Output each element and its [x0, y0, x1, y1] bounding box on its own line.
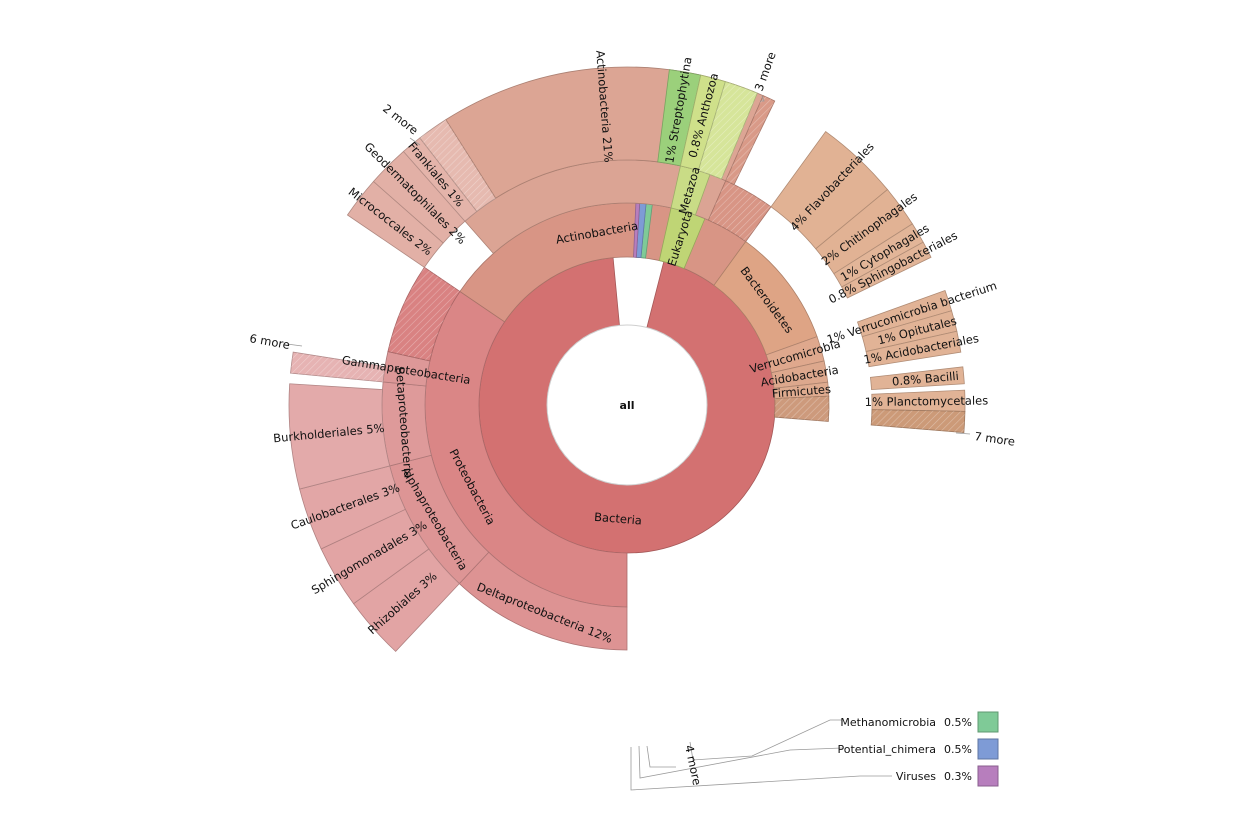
key-swatch-methanomicrobia: [977, 711, 999, 733]
hatch-3-more: [725, 95, 775, 185]
collapsed-label-2-more[interactable]: 2 more: [380, 101, 421, 137]
leader-viruses: [630, 747, 892, 791]
leader-methanomicrobia: [689, 719, 842, 761]
hatch-metazoa-other: [698, 81, 758, 179]
leader-4-more: [646, 745, 676, 768]
key-swatch-potential-chimera: [977, 738, 999, 760]
collapsed-segment-hatching: [290, 81, 965, 433]
leader-potential-chimera: [638, 745, 843, 779]
key-entry-methanomicrobia[interactable]: Methanomicrobia 0.5%: [840, 711, 999, 733]
key-entry-potential-chimera[interactable]: Potential_chimera 0.5%: [837, 738, 999, 760]
collapsed-label-6-more[interactable]: 6 more: [248, 331, 291, 352]
segment-acidobacteriales[interactable]: [865, 330, 962, 368]
label-bacilli: 0.8% Bacilli: [891, 369, 959, 389]
collapsed-label-4-more[interactable]: 4 more: [682, 744, 704, 787]
key-entry-viruses[interactable]: Viruses 0.3%: [896, 765, 999, 787]
segment-burkholderiales[interactable]: [288, 383, 391, 490]
hatch-proteobacteria-other: [387, 267, 460, 361]
label-bacteria: Bacteria: [594, 510, 643, 528]
segment-sphingobacteriales[interactable]: [841, 241, 932, 299]
center-label: all: [620, 399, 635, 412]
key-name-potential-chimera: Potential_chimera: [837, 743, 936, 756]
key-name-methanomicrobia: Methanomicrobia: [840, 716, 936, 729]
hatch-actinobacteria-other: [708, 180, 772, 242]
leader-6-more: [286, 343, 303, 347]
key-name-viruses: Viruses: [896, 770, 936, 783]
label-planctomycetales: 1% Planctomycetales: [865, 393, 989, 409]
collapsed-label-7-more[interactable]: 7 more: [974, 429, 1016, 449]
leader-lines: [286, 95, 971, 791]
key-swatch-viruses: [977, 765, 999, 787]
hatch-7-more: [871, 409, 965, 433]
leader-3-more: [760, 95, 765, 102]
segment-bacilli[interactable]: [869, 366, 965, 391]
hatch-2-more: [419, 119, 496, 212]
center-hole[interactable]: [546, 324, 708, 486]
leader-7-more: [955, 432, 971, 435]
key-percent-viruses: 0.3%: [944, 770, 972, 783]
leader-2-more: [409, 137, 421, 146]
collapsed-label-3-more[interactable]: 3 more: [752, 50, 779, 93]
key-percent-methanomicrobia: 0.5%: [944, 716, 972, 729]
label-firmicutes: Firmicutes: [771, 382, 831, 401]
hatch-bacteria-other: [774, 396, 829, 422]
key-percent-potential-chimera: 0.5%: [944, 743, 972, 756]
hatch-6-more: [290, 352, 386, 382]
